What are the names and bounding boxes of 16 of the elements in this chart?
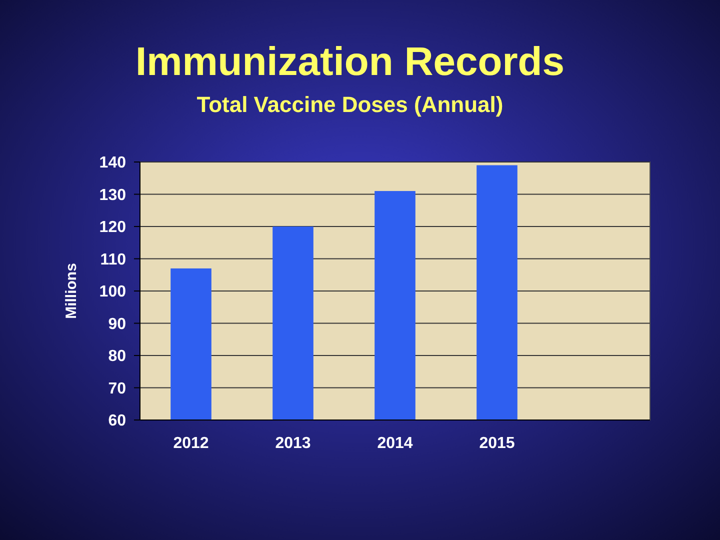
y-tick-label: 120 <box>99 219 126 236</box>
y-tick-label: 70 <box>108 380 126 398</box>
x-tick-label: 2014 <box>377 435 413 452</box>
y-tick-label: 140 <box>99 154 126 172</box>
y-tick-label: 90 <box>108 316 126 333</box>
y-tick-label: 60 <box>108 412 126 430</box>
y-axis-title: Millions <box>63 263 80 319</box>
chart-subtitle: Total Vaccine Doses (Annual) <box>196 92 504 117</box>
x-tick-label: 2012 <box>173 435 209 452</box>
y-tick-label: 130 <box>99 186 126 204</box>
y-tick-label: 80 <box>108 348 126 366</box>
x-tick-label: 2015 <box>479 435 515 452</box>
chart-title: Immunization Records <box>136 40 564 84</box>
x-tick-label: 2013 <box>275 435 311 452</box>
y-tick-label: 100 <box>99 284 126 301</box>
y-tick-label: 110 <box>100 251 126 268</box>
